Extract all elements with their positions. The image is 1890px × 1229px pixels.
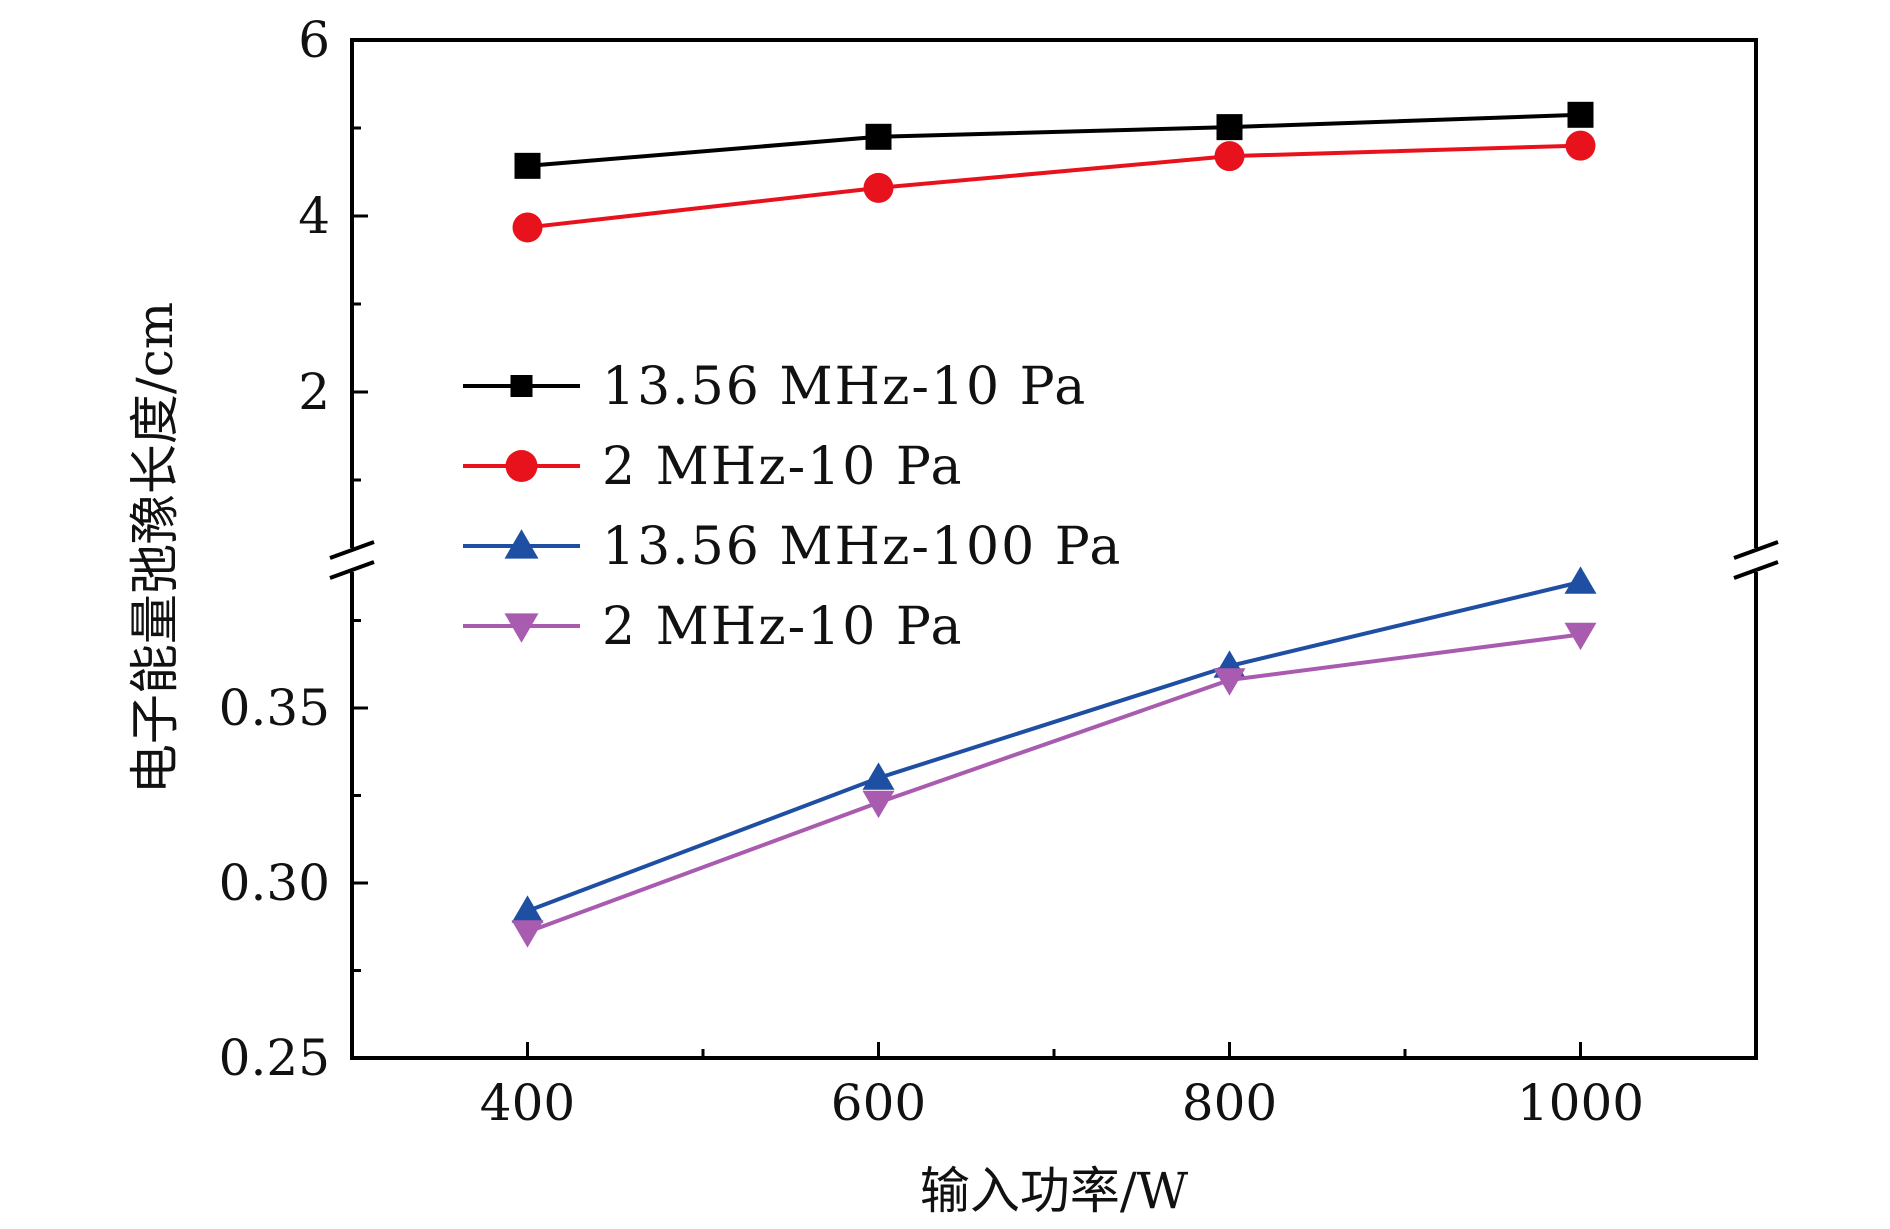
x-tick-label-600: 600	[831, 1074, 926, 1132]
series-1-point-800	[1214, 141, 1245, 172]
series-3-point-800	[1213, 668, 1246, 696]
x-tick-label-800: 800	[1182, 1074, 1277, 1132]
legend-label-1: 2 MHz-10 Pa	[602, 437, 964, 497]
x-axis-title: 输入功率/W	[920, 1162, 1189, 1220]
series-2-point-400	[511, 895, 544, 923]
x-tick-label-1000: 1000	[1517, 1074, 1644, 1132]
legend-marker-2	[504, 529, 539, 559]
legend-marker-0	[510, 375, 533, 397]
y-upper-tick-label-6: 6	[298, 11, 330, 69]
y-upper-tick-label-4: 4	[298, 187, 330, 245]
axes: 400 600 800 1000 2 4 6 0.25 0.30 0.35	[219, 11, 1779, 1132]
x-tick-label-400: 400	[480, 1074, 575, 1132]
legend-marker-3	[504, 613, 539, 643]
series-1-point-1000	[1565, 130, 1596, 161]
y-lower-tick-label-0.35: 0.35	[219, 679, 330, 737]
legend: 13.56 MHz-10 Pa 2 MHz-10 Pa 13.56 MHz-100 …	[463, 357, 1122, 657]
axis-break-mark-right-1	[1733, 540, 1779, 560]
legend-label-0: 13.56 MHz-10 Pa	[602, 357, 1087, 417]
series-0-point-1000	[1567, 101, 1594, 128]
legend-marker-1	[505, 450, 538, 482]
legend-label-2: 13.56 MHz-100 Pa	[602, 517, 1122, 577]
y-lower-tick-label-0.30: 0.30	[219, 854, 330, 912]
y-lower-tick-label-0.25: 0.25	[219, 1029, 330, 1087]
legend-label-3: 2 MHz-10 Pa	[602, 597, 964, 657]
series-3-point-1000	[1564, 622, 1597, 651]
series-layer	[511, 101, 1597, 948]
axis-break-mark-left-2	[329, 560, 375, 580]
series-2-point-1000	[1564, 566, 1597, 594]
axis-break-gap-left	[346, 548, 358, 572]
series-1-point-400	[512, 212, 543, 243]
series-line-3	[526, 632, 1581, 934]
series-0-point-800	[1216, 114, 1243, 141]
series-3-point-400	[511, 920, 544, 948]
axis-break-gap-right	[1750, 548, 1762, 572]
series-0-point-400	[514, 152, 541, 179]
y-axis-title: 电子能量弛豫长度/cm	[126, 302, 184, 794]
series-line-2	[526, 580, 1581, 913]
axis-break-mark-left-1	[329, 540, 375, 560]
series-line-0	[527, 112, 1581, 168]
series-3-point-600	[862, 790, 895, 819]
series-0-point-600	[865, 123, 892, 150]
axis-break-mark-right-2	[1733, 560, 1779, 580]
series-line-1	[527, 143, 1581, 230]
series-1-point-600	[863, 172, 894, 203]
y-upper-tick-label-2: 2	[298, 363, 330, 421]
series-2-point-600	[862, 762, 895, 790]
